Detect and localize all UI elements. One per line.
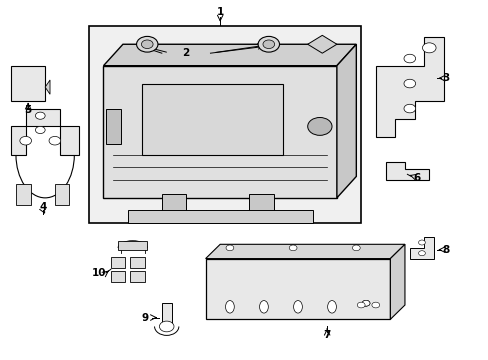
- Bar: [130, 257, 144, 267]
- Bar: [11, 66, 45, 102]
- Bar: [111, 257, 125, 267]
- Text: 10: 10: [91, 268, 106, 278]
- Bar: [89, 26, 361, 223]
- Text: 7: 7: [323, 330, 330, 341]
- Polygon shape: [103, 44, 356, 66]
- Bar: [162, 194, 186, 212]
- Text: 9: 9: [141, 312, 148, 323]
- Polygon shape: [205, 244, 404, 258]
- Circle shape: [307, 117, 331, 135]
- Text: 3: 3: [442, 73, 449, 83]
- Circle shape: [258, 36, 279, 52]
- Bar: [55, 184, 69, 205]
- Text: 8: 8: [442, 245, 449, 255]
- Circle shape: [422, 43, 435, 53]
- Text: 5: 5: [24, 105, 32, 115]
- Circle shape: [371, 302, 379, 308]
- Circle shape: [20, 136, 31, 145]
- Ellipse shape: [225, 301, 234, 313]
- Polygon shape: [45, 80, 50, 94]
- Circle shape: [362, 300, 369, 306]
- Bar: [103, 66, 336, 198]
- Polygon shape: [375, 37, 443, 137]
- Bar: [111, 271, 125, 282]
- Circle shape: [225, 245, 233, 251]
- Text: 2: 2: [182, 48, 189, 58]
- Polygon shape: [307, 35, 336, 53]
- Circle shape: [403, 54, 415, 63]
- Circle shape: [362, 300, 369, 306]
- Ellipse shape: [327, 301, 336, 313]
- Circle shape: [403, 104, 415, 113]
- Polygon shape: [389, 244, 404, 319]
- Bar: [127, 210, 312, 223]
- Circle shape: [403, 79, 415, 88]
- Circle shape: [35, 126, 45, 134]
- Polygon shape: [385, 162, 428, 180]
- Circle shape: [418, 251, 425, 256]
- Bar: [142, 84, 283, 155]
- Ellipse shape: [293, 301, 302, 313]
- Text: 4: 4: [39, 202, 46, 212]
- Circle shape: [357, 302, 365, 308]
- Text: 1: 1: [216, 7, 224, 17]
- Bar: [249, 194, 273, 212]
- Circle shape: [288, 245, 296, 251]
- Polygon shape: [409, 237, 433, 258]
- Polygon shape: [336, 44, 356, 198]
- Polygon shape: [162, 303, 171, 327]
- Circle shape: [362, 300, 369, 306]
- Bar: [130, 271, 144, 282]
- Circle shape: [263, 40, 274, 49]
- Bar: [106, 109, 120, 144]
- Circle shape: [136, 36, 158, 52]
- Circle shape: [141, 40, 153, 49]
- Polygon shape: [11, 109, 79, 155]
- Ellipse shape: [259, 301, 268, 313]
- Circle shape: [35, 112, 45, 119]
- Bar: [16, 184, 30, 205]
- Circle shape: [418, 240, 425, 245]
- Circle shape: [49, 136, 61, 145]
- Circle shape: [159, 321, 174, 332]
- Bar: [118, 241, 147, 249]
- Circle shape: [352, 245, 360, 251]
- Bar: [205, 258, 389, 319]
- Text: 6: 6: [413, 173, 420, 183]
